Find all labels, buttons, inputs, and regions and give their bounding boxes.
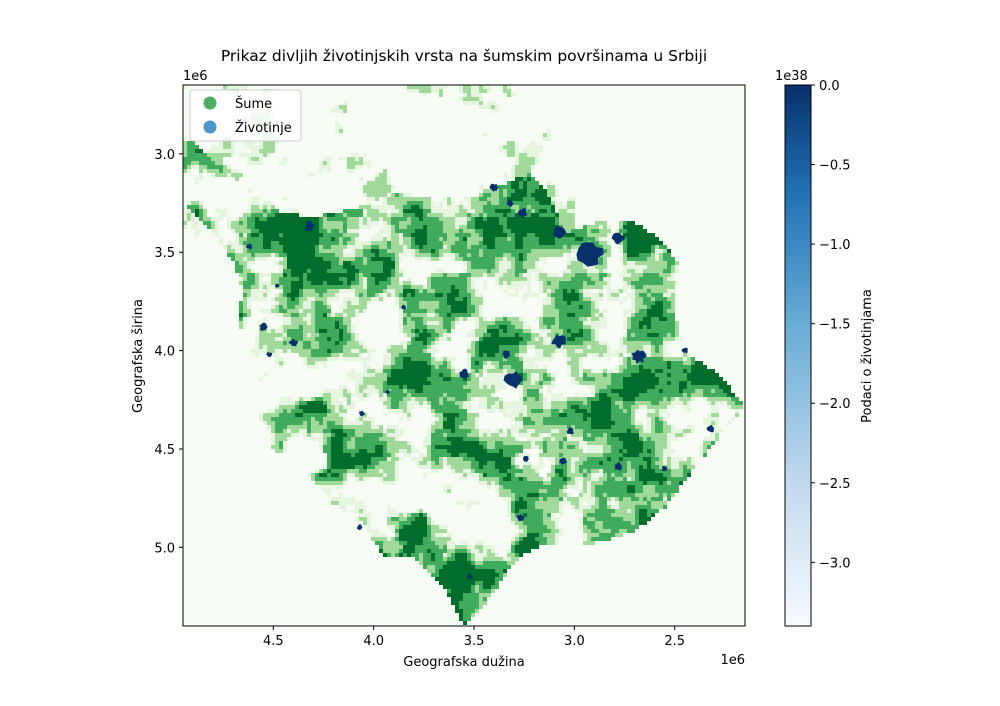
- x-axis-ticks: 4.5 4.0 3.5 3.0 2.5: [263, 626, 685, 649]
- animal-patch: [516, 513, 525, 522]
- colorbar-tick-label: −1.5: [819, 318, 851, 333]
- x-tick-label: 3.0: [564, 634, 585, 649]
- animal-patch: [614, 462, 622, 471]
- legend-marker-forests: [203, 96, 217, 110]
- colorbar-gradient: [784, 84, 812, 627]
- x-tick-label: 3.5: [464, 634, 485, 649]
- animal-patch: [358, 410, 365, 417]
- animal-patch: [661, 466, 668, 472]
- animal-patch: [506, 199, 514, 207]
- animal-patch: [523, 456, 530, 463]
- animal-patch: [305, 221, 315, 232]
- y-tick-label: 5.0: [154, 541, 175, 556]
- colorbar-tick-label: −0.5: [819, 159, 851, 174]
- forest-cells: [195, 149, 735, 625]
- colorbar-tick-label: 0.0: [819, 79, 840, 94]
- x-tick-label: 4.5: [263, 634, 284, 649]
- y-axis-multiplier: 1e6: [183, 69, 208, 84]
- forest-cells: [183, 85, 739, 601]
- animal-patch: [631, 349, 647, 365]
- animal-patch: [706, 424, 714, 433]
- x-tick-label: 4.0: [363, 634, 384, 649]
- chart-title: Prikaz divljih životinjskih vrsta na šum…: [221, 47, 707, 65]
- animal-patch: [517, 208, 528, 219]
- colorbar-tick-label: −3.0: [819, 556, 851, 571]
- animal-patch: [489, 183, 499, 192]
- colorbar: 0.0 −0.5 −1.0 −1.5 −2.0 −2.5 −3.0 1e38 Podaci …: [775, 69, 875, 627]
- animal-patch: [559, 457, 567, 465]
- animal-patch: [502, 350, 511, 359]
- y-tick-label: 4.0: [154, 345, 175, 360]
- animal-patch: [503, 371, 523, 389]
- animal-patch: [551, 334, 566, 349]
- animal-patch: [459, 368, 469, 379]
- legend-marker-animals: [203, 120, 217, 134]
- colorbar-tick-label: −1.0: [819, 238, 851, 253]
- legend-box: [189, 89, 302, 142]
- animal-patch: [467, 573, 473, 580]
- animal-patch: [553, 225, 567, 239]
- forest-layer: [183, 85, 743, 625]
- y-tick-label: 3.5: [154, 246, 175, 261]
- animal-patch: [611, 232, 626, 245]
- colorbar-tick-label: −2.0: [819, 397, 851, 412]
- colorbar-ticks: 0.0 −0.5 −1.0 −1.5 −2.0 −2.5 −3.0: [811, 79, 851, 571]
- x-tick-label: 2.5: [664, 634, 685, 649]
- colorbar-multiplier: 1e38: [775, 69, 808, 84]
- y-tick-label: 4.5: [154, 443, 175, 458]
- animal-patch: [401, 304, 407, 310]
- animal-patch: [246, 243, 253, 250]
- legend-label-forests: Šume: [235, 96, 272, 112]
- animal-layer: [246, 183, 714, 580]
- x-axis-multiplier: 1e6: [720, 653, 745, 668]
- animal-patch: [259, 322, 268, 331]
- y-tick-label: 3.0: [154, 148, 175, 163]
- colorbar-label: Podaci o životinjama: [860, 289, 875, 423]
- animal-patch: [266, 351, 273, 358]
- animal-patch: [274, 283, 280, 288]
- animal-patch: [566, 427, 574, 435]
- animal-patch: [356, 524, 363, 530]
- animal-patch: [385, 389, 391, 395]
- animal-patch: [576, 242, 604, 267]
- animal-patch: [288, 338, 298, 347]
- colorbar-tick-label: −2.5: [819, 477, 851, 492]
- animal-patch: [681, 347, 688, 354]
- axes-frame: [182, 84, 746, 627]
- x-axis-label: Geografska dužina: [403, 655, 524, 670]
- legend-label-animals: Životinje: [235, 120, 292, 136]
- y-axis-ticks: 3.0 3.5 4.0 4.5 5.0: [154, 148, 183, 556]
- y-axis-label: Geografska širina: [131, 299, 146, 413]
- legend: Šume Životinje: [189, 89, 302, 142]
